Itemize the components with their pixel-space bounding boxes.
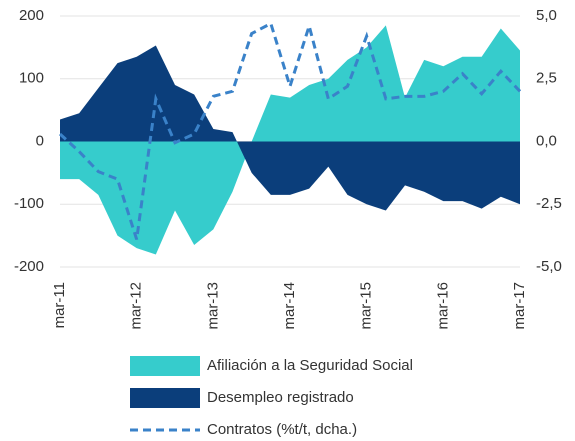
- legend-label: Desempleo registrado: [207, 389, 354, 406]
- y2-tick-label: 0,0: [536, 132, 557, 149]
- y-tick-label: 200: [19, 7, 44, 24]
- y-tick-label: -100: [14, 195, 44, 212]
- area: [60, 45, 520, 211]
- x-tick-label: mar-16: [434, 282, 451, 330]
- x-tick-label: mar-13: [204, 282, 221, 330]
- x-tick-label: mar-14: [281, 282, 298, 330]
- y-tick-label: 0: [36, 132, 44, 149]
- y2-tick-label: 5,0: [536, 7, 557, 24]
- line: [58, 20, 522, 240]
- x-tick-label: mar-11: [51, 282, 68, 328]
- legend-swatch: [130, 356, 200, 376]
- y2-tick-label: 2,5: [536, 70, 557, 87]
- y-tick-label: -200: [14, 258, 44, 275]
- legend-label: Contratos (%t/t, dcha.): [207, 421, 357, 438]
- legend-swatch: [130, 388, 200, 408]
- x-tick-label: mar-15: [358, 282, 375, 330]
- y-tick-label: 100: [19, 70, 44, 87]
- legend-label: Afiliación a la Seguridad Social: [207, 357, 413, 374]
- y2-tick-label: -2,5: [536, 195, 562, 212]
- x-tick-label: mar-17: [511, 282, 528, 330]
- area: [60, 25, 520, 255]
- x-tick-label: mar-12: [128, 282, 145, 330]
- y2-tick-label: -5,0: [536, 258, 562, 275]
